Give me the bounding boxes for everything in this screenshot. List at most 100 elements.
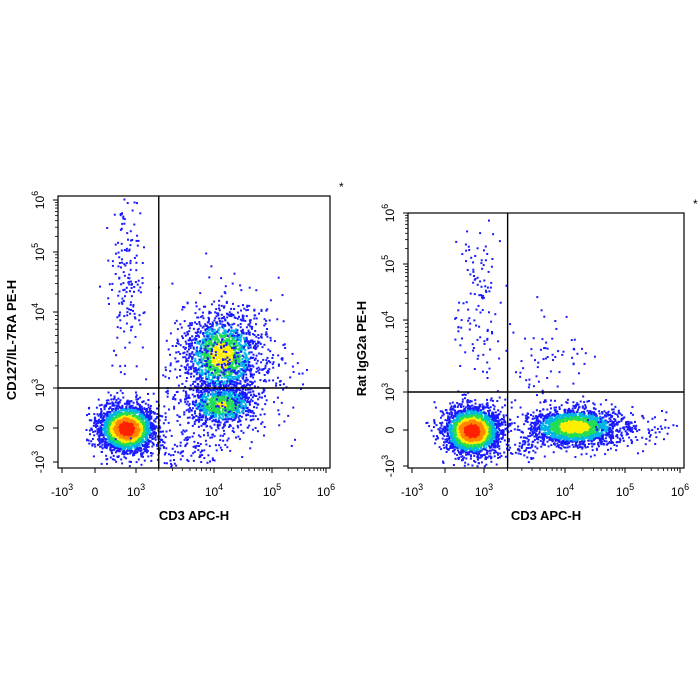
event-dot xyxy=(125,446,127,448)
event-dot xyxy=(220,359,223,362)
event-dot xyxy=(207,388,210,391)
event-dot xyxy=(217,419,220,422)
event-dot xyxy=(151,452,154,455)
event-dot xyxy=(224,330,227,333)
event-dot xyxy=(105,419,108,422)
event-dot xyxy=(215,420,218,423)
event-dot xyxy=(223,331,226,334)
event-dot xyxy=(185,409,188,412)
event-dot xyxy=(248,424,251,427)
event-dot xyxy=(209,357,212,360)
event-dot xyxy=(209,425,212,428)
event-dot xyxy=(251,364,254,367)
event-dot xyxy=(213,364,216,367)
event-dot xyxy=(121,408,124,411)
event-dot xyxy=(132,414,134,417)
event-dot xyxy=(190,324,193,327)
event-dot xyxy=(203,340,206,343)
event-dot xyxy=(139,396,142,399)
event-dot xyxy=(125,443,128,445)
event-dot xyxy=(106,418,109,421)
event-dot xyxy=(123,442,126,445)
event-dot xyxy=(207,347,210,350)
event-dot xyxy=(143,426,146,429)
event-dot xyxy=(113,411,116,414)
event-dot xyxy=(204,416,207,419)
event-dot xyxy=(242,364,244,367)
event-dot xyxy=(238,418,241,421)
event-dot xyxy=(130,427,132,430)
event-dot xyxy=(207,403,210,406)
event-dot xyxy=(108,413,111,416)
event-dot xyxy=(118,417,121,420)
event-dot xyxy=(158,427,161,430)
event-dot xyxy=(194,331,197,334)
event-dot xyxy=(112,438,115,441)
event-dot xyxy=(230,409,233,412)
event-dot xyxy=(113,397,116,400)
event-dot xyxy=(211,389,214,392)
event-dot xyxy=(241,344,244,347)
event-dot xyxy=(223,315,226,318)
event-dot xyxy=(233,339,236,342)
event-dot xyxy=(246,368,249,371)
event-dot xyxy=(122,425,125,428)
event-dot xyxy=(132,454,134,457)
event-dot xyxy=(203,382,206,385)
event-dot xyxy=(185,360,188,363)
event-dot xyxy=(238,396,241,399)
event-dot xyxy=(107,428,110,430)
event-dot xyxy=(218,355,221,358)
event-dot xyxy=(240,373,243,376)
event-dot xyxy=(124,441,127,444)
event-dot xyxy=(243,351,246,354)
event-dot xyxy=(153,424,156,427)
event-dot xyxy=(103,442,106,445)
event-dot xyxy=(136,422,139,425)
event-dot xyxy=(203,351,206,354)
event-dot xyxy=(223,393,226,395)
event-dot xyxy=(150,436,153,439)
event-dot xyxy=(241,328,244,331)
event-dot xyxy=(100,440,103,443)
event-dot xyxy=(147,445,150,448)
event-dot xyxy=(121,404,124,407)
event-dot xyxy=(230,375,232,378)
event-dot xyxy=(134,406,136,409)
event-dot xyxy=(191,407,194,410)
event-dot xyxy=(185,380,188,383)
event-dot xyxy=(125,444,128,447)
event-dot xyxy=(228,348,231,350)
event-dot xyxy=(268,368,271,371)
event-dot xyxy=(227,413,230,416)
event-dot xyxy=(136,434,139,437)
event-dot xyxy=(128,465,131,468)
event-dot xyxy=(249,321,252,324)
event-dot xyxy=(147,399,150,401)
event-dot xyxy=(117,441,120,444)
event-dot xyxy=(136,424,139,427)
event-dot xyxy=(225,365,228,368)
event-dot xyxy=(222,327,225,330)
event-dot xyxy=(116,440,119,443)
event-dot xyxy=(114,427,117,430)
event-dot xyxy=(137,417,140,420)
event-dot xyxy=(116,417,119,420)
event-dot xyxy=(253,385,256,388)
event-dot xyxy=(214,336,217,339)
event-dot xyxy=(203,408,206,411)
event-dot xyxy=(132,437,135,440)
event-dot xyxy=(203,344,206,347)
event-dot xyxy=(198,321,201,323)
event-dot xyxy=(138,428,141,431)
event-dot xyxy=(214,371,216,374)
event-dot xyxy=(119,399,122,402)
event-dot xyxy=(226,377,229,380)
event-dot xyxy=(191,344,193,347)
event-dot xyxy=(224,347,227,350)
event-dot xyxy=(240,400,243,403)
event-dot xyxy=(128,411,131,414)
event-dot xyxy=(249,415,252,418)
event-dot xyxy=(151,437,154,440)
event-dot xyxy=(123,451,126,454)
